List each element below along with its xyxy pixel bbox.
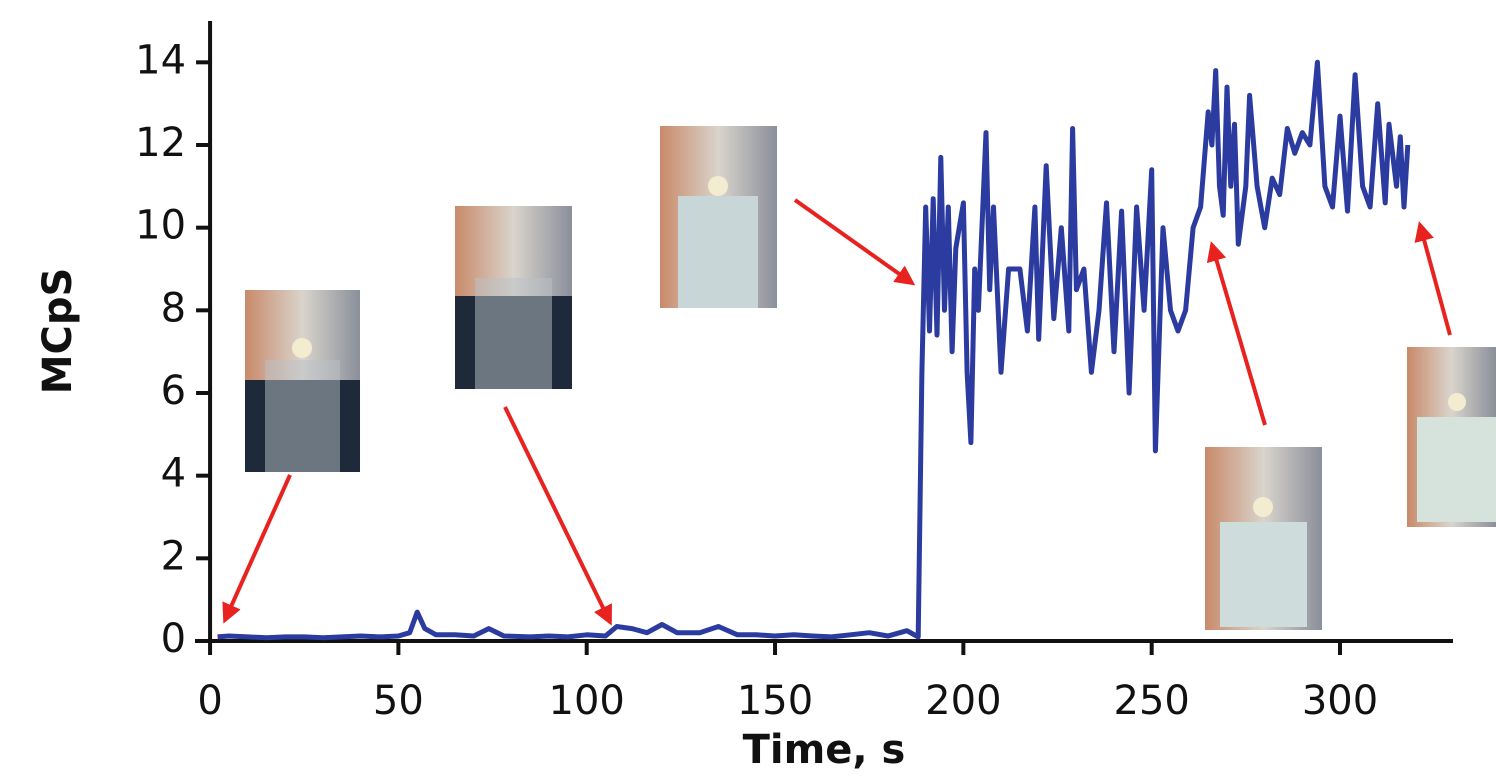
x-axis-label: Time, s [743, 727, 906, 773]
y-tick-label: 12 [135, 120, 186, 166]
y-tick-label: 2 [161, 533, 186, 579]
y-tick-label: 14 [135, 37, 186, 83]
y-tick-label: 4 [161, 451, 186, 497]
arrows [222, 198, 1452, 626]
x-tick-label: 50 [373, 678, 424, 724]
x-tick-label: 200 [925, 678, 1001, 724]
x-tick-label: 100 [549, 678, 625, 724]
y-tick-label: 10 [135, 203, 186, 249]
data-line [217, 59, 1411, 641]
y-tick-label: 6 [161, 368, 186, 414]
y-tick-label: 8 [161, 285, 186, 331]
photos [245, 126, 1496, 630]
x-tick-label: 0 [197, 678, 222, 724]
y-axis-label: MCpS [35, 268, 81, 395]
x-tick-label: 300 [1302, 678, 1378, 724]
y-tick-label: 0 [161, 616, 186, 662]
x-tick-label: 250 [1114, 678, 1190, 724]
x-tick-label: 150 [737, 678, 813, 724]
